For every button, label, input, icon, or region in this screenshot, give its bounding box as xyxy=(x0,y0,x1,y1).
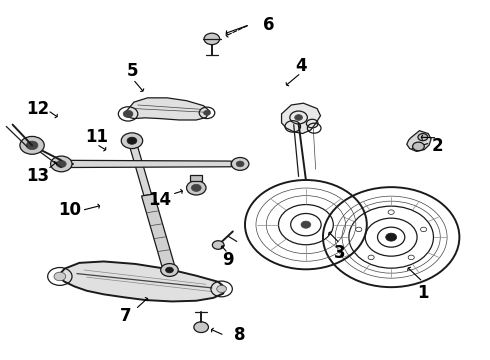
Circle shape xyxy=(294,114,302,120)
Polygon shape xyxy=(407,131,431,152)
Circle shape xyxy=(123,111,133,117)
Circle shape xyxy=(203,111,210,115)
Text: 1: 1 xyxy=(417,284,429,302)
Circle shape xyxy=(127,137,137,144)
Text: 14: 14 xyxy=(148,191,171,209)
Polygon shape xyxy=(57,261,225,301)
Text: 10: 10 xyxy=(58,201,81,219)
Circle shape xyxy=(26,141,38,150)
Circle shape xyxy=(54,272,66,281)
Polygon shape xyxy=(128,140,151,195)
Circle shape xyxy=(204,33,220,45)
Polygon shape xyxy=(282,103,320,134)
Text: 6: 6 xyxy=(263,15,274,33)
Text: 2: 2 xyxy=(432,137,443,155)
Circle shape xyxy=(231,157,249,170)
Circle shape xyxy=(50,156,72,172)
Text: 12: 12 xyxy=(26,100,49,118)
Circle shape xyxy=(166,267,173,273)
Text: 9: 9 xyxy=(222,251,234,269)
Circle shape xyxy=(20,136,44,154)
Circle shape xyxy=(187,181,206,195)
Polygon shape xyxy=(125,98,210,120)
Polygon shape xyxy=(191,175,202,181)
Circle shape xyxy=(161,264,178,276)
Text: 8: 8 xyxy=(234,327,246,345)
Circle shape xyxy=(413,142,424,151)
Circle shape xyxy=(212,241,224,249)
Text: 7: 7 xyxy=(120,307,131,325)
Circle shape xyxy=(192,184,201,192)
Text: 4: 4 xyxy=(295,57,307,75)
Circle shape xyxy=(194,322,208,333)
Circle shape xyxy=(418,134,428,141)
Text: 13: 13 xyxy=(26,167,49,185)
Text: 11: 11 xyxy=(85,128,108,146)
Text: 5: 5 xyxy=(127,62,139,80)
Polygon shape xyxy=(142,194,176,271)
Circle shape xyxy=(386,233,396,241)
Circle shape xyxy=(236,161,244,167)
Circle shape xyxy=(121,133,143,149)
Circle shape xyxy=(217,285,226,293)
Circle shape xyxy=(301,221,311,228)
Text: 3: 3 xyxy=(334,244,346,262)
Polygon shape xyxy=(71,160,231,167)
Circle shape xyxy=(56,160,66,167)
